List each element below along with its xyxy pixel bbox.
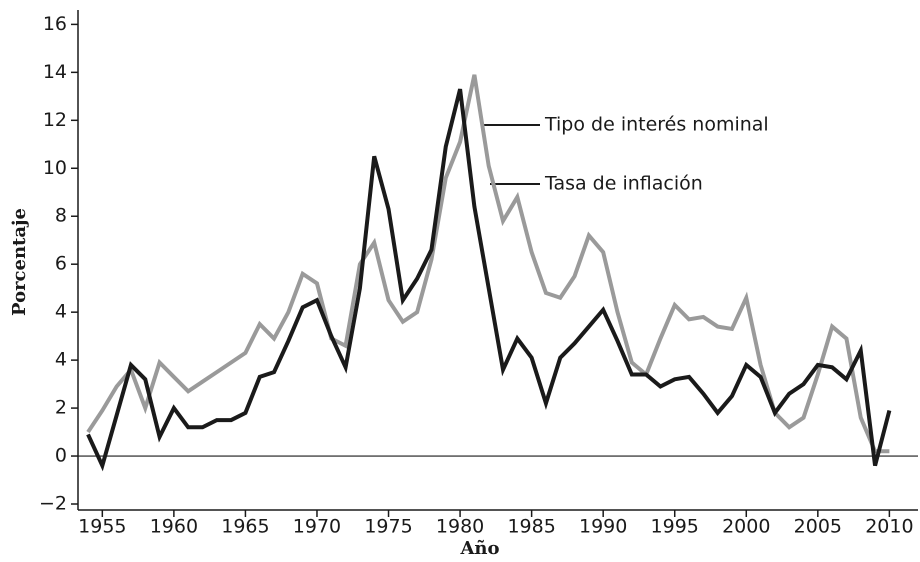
- x-tick-label: 1960: [150, 516, 198, 538]
- series-line: [86, 74, 890, 454]
- series-line: [86, 88, 892, 472]
- y-tick-label: 12: [43, 109, 67, 131]
- y-tick-label: 8: [55, 205, 67, 227]
- x-axis-label: Año: [459, 538, 499, 559]
- y-tick-label: 10: [43, 157, 67, 179]
- x-tick-label: 1990: [579, 516, 627, 538]
- y-tick-label: −2: [39, 493, 67, 515]
- x-tick-label: 2000: [722, 516, 770, 538]
- x-tick-label: 1965: [221, 516, 269, 538]
- y-tick-label: 4: [55, 349, 67, 371]
- x-tick-label: 1970: [293, 516, 341, 538]
- x-tick-label: 1985: [507, 516, 555, 538]
- x-tick-label: 2005: [794, 516, 842, 538]
- x-tick-label: 1955: [78, 516, 126, 538]
- series-label: Tipo de interés nominal: [544, 114, 769, 136]
- x-tick-label: 2010: [865, 516, 913, 538]
- x-tick-label: 1995: [651, 516, 699, 538]
- y-tick-label: 6: [55, 253, 67, 275]
- x-tick-label: 1975: [364, 516, 412, 538]
- y-tick-label: 0: [55, 445, 67, 467]
- y-tick-label: 14: [43, 61, 67, 83]
- y-axis-label: Porcentaje: [9, 208, 30, 316]
- x-tick-label: 1980: [436, 516, 484, 538]
- y-tick-label: 16: [43, 13, 67, 35]
- y-tick-label: 4: [55, 301, 67, 323]
- y-tick-label: 2: [55, 397, 67, 419]
- series-label: Tasa de inflación: [544, 173, 703, 195]
